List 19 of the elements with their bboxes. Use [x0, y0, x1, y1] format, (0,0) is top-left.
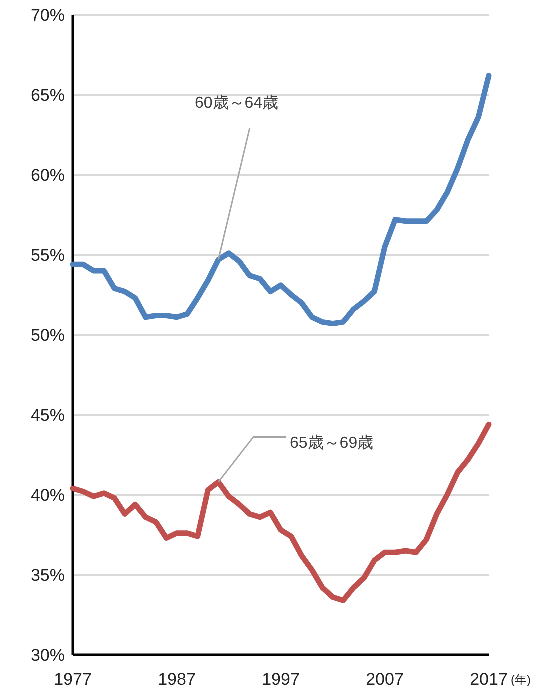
x-tick-label: 1977 [54, 670, 92, 689]
x-axis-title: (年) [511, 673, 531, 687]
y-tick-label: 45% [30, 406, 65, 425]
y-tick-label: 50% [30, 326, 65, 345]
y-tick-label: 30% [30, 646, 65, 665]
y-tick-label: 35% [30, 566, 65, 585]
annotation: 65歳～69歳 [218, 435, 374, 483]
x-tick-label: 1997 [262, 670, 300, 689]
y-tick-label: 40% [30, 486, 65, 505]
y-tick-label: 60% [30, 166, 65, 185]
x-tick-label: 2007 [366, 670, 404, 689]
annotation: 60歳～64歳 [195, 95, 279, 260]
y-tick-label: 65% [30, 86, 65, 105]
x-tick-label: 2017 [470, 670, 508, 689]
x-tick-label: 1987 [158, 670, 196, 689]
y-tick-label: 70% [30, 6, 65, 25]
y-tick-label: 55% [30, 246, 65, 265]
annotation: 65歳～69歳 [290, 434, 374, 452]
annotation: 60歳～64歳 [195, 94, 279, 112]
